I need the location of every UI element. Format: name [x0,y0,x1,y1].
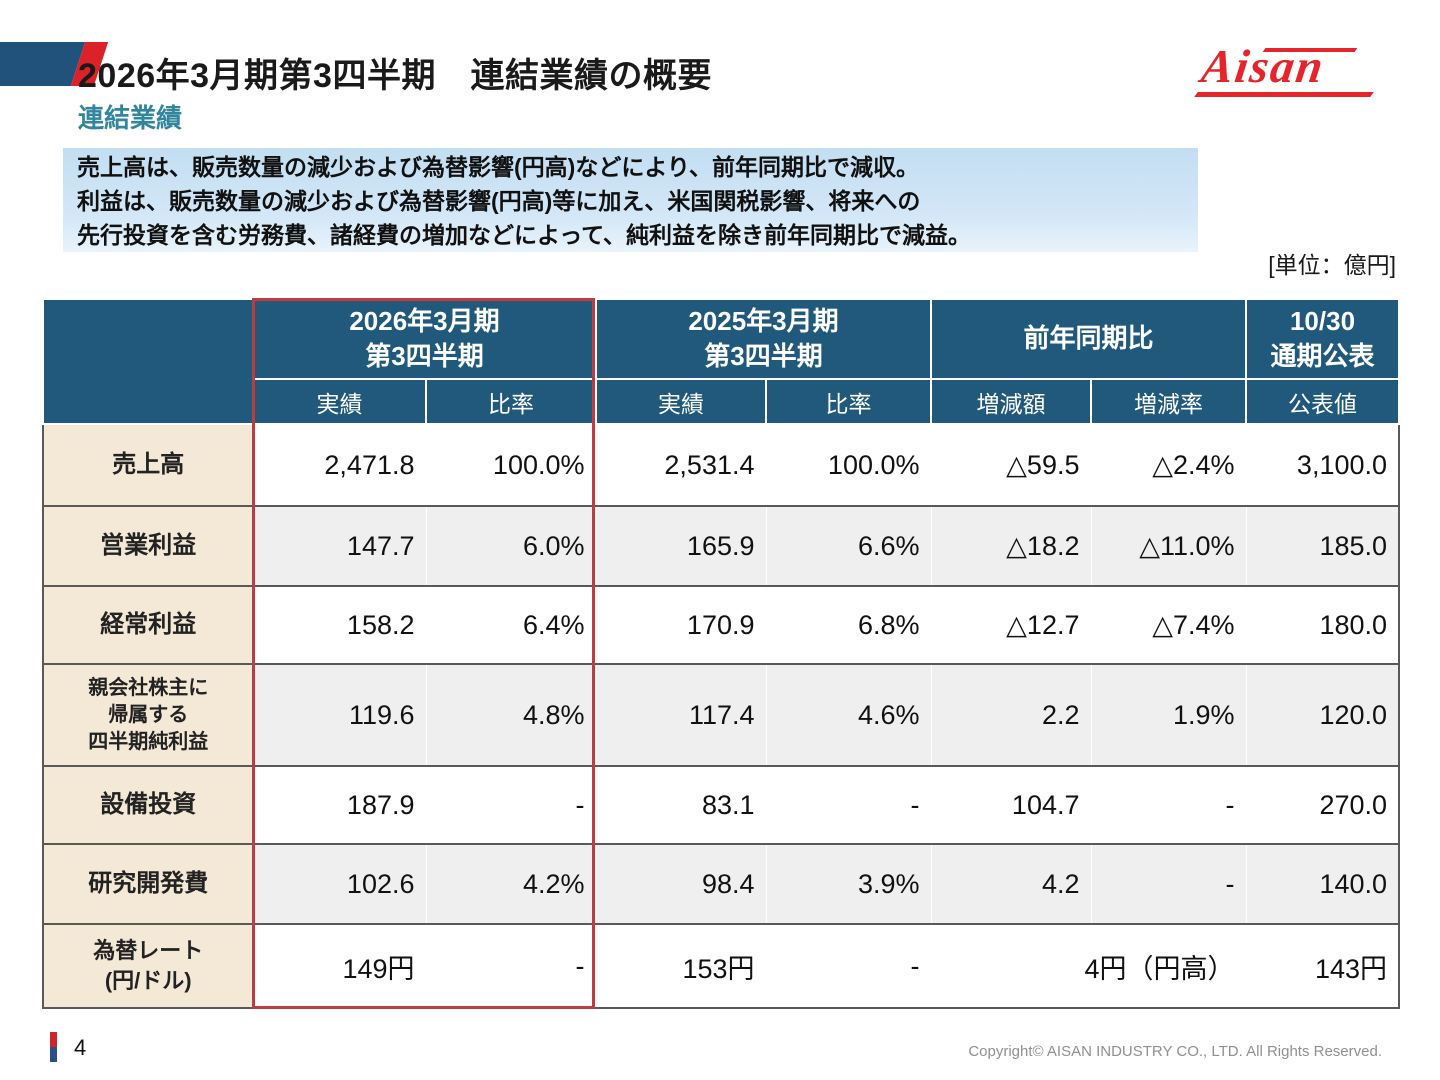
data-cell: △7.4% [1090,585,1247,664]
data-cell: 165.9 [595,505,766,586]
summary-line: 先行投資を含む労務費、諸経費の増加などによって、純利益を除き前年同期比で減益。 [77,222,972,248]
data-cell: 2.2 [930,663,1091,766]
data-cell: 6.6% [765,505,931,586]
data-cell: 102.6 [252,843,426,924]
data-cell: 100.0% [425,423,596,506]
results-table: 2026年3月期 第3四半期 2025年3月期 第3四半期 前年同期比 10/3… [42,298,1401,1009]
data-cell: 98.4 [595,843,766,924]
col-group-yoy: 前年同期比 [929,298,1248,380]
logo-overbar [1262,48,1358,52]
data-cell: 270.0 [1245,765,1400,844]
row-label: 営業利益 [43,505,254,586]
data-cell: - [1090,765,1247,844]
data-cell: 6.4% [425,585,596,664]
table-row: 研究開発費 102.6 4.2% 98.4 3.9% 4.2-140.0 [43,843,1400,924]
subhead-actual-2025: 実績 [595,378,767,425]
summary-line: 売上高は、販売数量の減少および為替影響(円高)などにより、前年同期比で減収。 [77,154,919,180]
table-row: 親会社株主に 帰属する 四半期純利益 119.6 4.8% 117.4 4.6% 2.2 1… [43,663,1400,766]
data-cell: 120.0 [1245,663,1400,766]
subhead-yoy-amount: 増減額 [930,378,1092,425]
page-subtitle: 連結業績 [78,103,183,133]
table-row: 経常利益 158.2 6.4% 170.9 6.8% △12.7 △7.4% 180.0 [43,585,1400,664]
data-cell: 6.0% [425,505,596,586]
table-row: 設備投資 187.9-83.1-104.7-270.0 [43,765,1400,844]
data-cell: 6.8% [765,585,931,664]
data-cell: - [425,765,596,844]
data-cell: - [765,923,931,1008]
table-row: 売上高 2,471.8 100.0% 2,531.4 100.0% △59.5 △2.4% 3… [43,423,1400,506]
data-cell: 117.4 [595,663,766,766]
data-cell: 143円 [1245,923,1400,1008]
row-label: 研究開発費 [43,843,254,924]
data-cell: △12.7 [930,585,1091,664]
row-label: 為替レート (円/ドル) [43,923,254,1008]
data-cell: - [765,765,931,844]
subhead-ratio-2025: 比率 [765,378,932,425]
table-row: 営業利益 147.7 6.0% 165.9 6.6% △18.2 △11.0% 185.0 [43,505,1400,586]
row-label: 売上高 [43,423,254,506]
footer-accent-bar [50,1032,57,1062]
data-cell: △18.2 [930,505,1091,586]
data-cell: 4.2 [930,843,1091,924]
data-cell: 3.9% [765,843,931,924]
row-label: 経常利益 [43,585,254,664]
results-table-body: 売上高 2,471.8 100.0% 2,531.4 100.0% △59.5 △2.4% 3… [43,423,1400,1008]
logo-underbar [1194,92,1374,97]
summary-box: 売上高は、販売数量の減少および為替影響(円高)などにより、前年同期比で減収。 利… [63,148,1198,252]
data-cell: 187.9 [252,765,426,844]
data-cell: 100.0% [765,423,931,506]
col-group-forecast: 10/30 通期公表 [1245,298,1401,380]
subhead-announced: 公表値 [1245,378,1401,425]
page-title: 2026年3月期第3四半期 連結業績の概要 [78,57,712,95]
data-cell: 104.7 [930,765,1091,844]
subhead-actual-2026: 実績 [252,378,427,425]
data-cell: 4円（円高） [930,923,1247,1008]
data-cell: 4.6% [765,663,931,766]
data-cell: 147.7 [252,505,426,586]
aisan-logo: Aisan [1194,40,1382,98]
corner-cell [42,298,254,425]
col-group-fy2025: 2025年3月期 第3四半期 [595,298,932,380]
data-cell: 83.1 [595,765,766,844]
page-number: 4 [74,1035,87,1060]
table-header: 2026年3月期 第3四半期 2025年3月期 第3四半期 前年同期比 10/3… [42,298,1401,425]
data-cell: 180.0 [1245,585,1400,664]
data-cell: 153円 [595,923,766,1008]
col-group-fy2026: 2026年3月期 第3四半期 [252,298,597,380]
results-table-wrap: 2026年3月期 第3四半期 2025年3月期 第3四半期 前年同期比 10/3… [42,298,1401,1009]
data-cell: 119.6 [252,663,426,766]
data-cell: △59.5 [930,423,1091,506]
data-cell: 149円 [252,923,426,1008]
data-cell: 185.0 [1245,505,1400,586]
data-cell: △2.4% [1090,423,1247,506]
data-cell: 1.9% [1090,663,1247,766]
subhead-ratio-2026: 比率 [425,378,597,425]
data-cell: - [1090,843,1247,924]
row-label: 親会社株主に 帰属する 四半期純利益 [43,663,254,766]
data-cell: △11.0% [1090,505,1247,586]
data-cell: 170.9 [595,585,766,664]
data-cell: 3,100.0 [1245,423,1400,506]
row-label: 設備投資 [43,765,254,844]
subhead-yoy-rate: 増減率 [1089,378,1248,425]
data-cell: 4.8% [425,663,596,766]
summary-line: 利益は、販売数量の減少および為替影響(円高)等に加え、米国関税影響、将来への [77,188,921,214]
data-cell: 4.2% [425,843,596,924]
copyright-text: Copyright© AISAN INDUSTRY CO., LTD. All … [968,1043,1382,1060]
unit-label: [単位：億円] [1268,252,1396,278]
data-cell: 2,471.8 [252,423,426,506]
table-row: 為替レート (円/ドル) 149円 -153円 -4円（円高） 143円 [43,923,1400,1008]
data-cell: - [425,923,596,1008]
data-cell: 158.2 [252,585,426,664]
data-cell: 2,531.4 [595,423,766,506]
data-cell: 140.0 [1245,843,1400,924]
